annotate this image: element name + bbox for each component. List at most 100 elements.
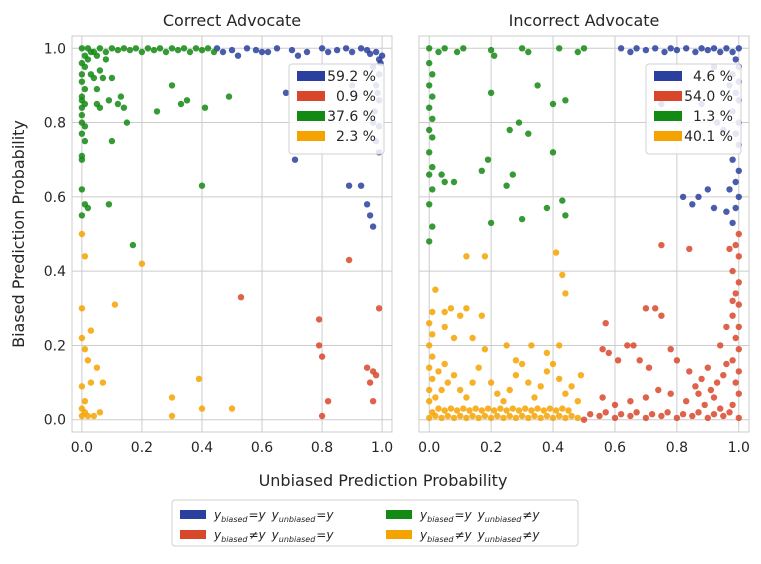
data-point-green — [78, 186, 86, 193]
data-point-green — [96, 104, 104, 111]
data-point-orange — [450, 334, 458, 342]
data-point-green — [515, 119, 523, 126]
figure-legend-swatch-orange — [386, 530, 412, 539]
data-point-orange — [494, 390, 501, 397]
figure-legend-label: ybiased=y yunbiased=y — [213, 508, 334, 524]
data-point-orange — [460, 405, 467, 412]
data-point-orange — [81, 253, 89, 260]
data-point-red — [686, 245, 693, 253]
data-point-green — [153, 108, 161, 115]
data-point-green — [562, 212, 569, 219]
x-tick-label: 0.4 — [191, 440, 213, 456]
data-point-green — [543, 204, 551, 212]
panel-title: Correct Advocate — [163, 11, 301, 30]
x-tick-label: 0.4 — [542, 440, 564, 456]
data-point-blue — [704, 46, 711, 54]
data-point-orange — [93, 364, 101, 371]
data-point-red — [580, 416, 588, 423]
data-point-green — [204, 45, 212, 52]
x-tick-label: 0.2 — [131, 440, 153, 456]
data-point-red — [729, 297, 736, 305]
data-point-orange — [518, 360, 526, 368]
data-point-orange — [78, 305, 86, 312]
data-point-red — [648, 411, 656, 418]
data-point-blue — [695, 193, 702, 201]
data-point-red — [732, 379, 739, 386]
data-point-blue — [228, 46, 236, 54]
data-point-orange — [546, 405, 554, 412]
data-point-green — [426, 149, 433, 156]
data-point-green — [108, 45, 116, 52]
y-tick-label: 1.0 — [44, 41, 66, 57]
legend-term: y — [271, 508, 280, 522]
data-point-green — [78, 104, 86, 111]
data-point-orange — [487, 414, 495, 422]
data-point-orange — [512, 357, 520, 364]
data-point-green — [78, 156, 86, 163]
data-point-red — [667, 390, 674, 397]
data-point-red — [701, 401, 708, 409]
data-point-orange — [426, 398, 433, 405]
data-point-red — [723, 360, 730, 368]
data-point-orange — [500, 398, 507, 405]
data-point-red — [707, 386, 715, 394]
data-point-blue — [258, 48, 266, 56]
data-point-orange — [478, 407, 485, 414]
data-point-green — [503, 182, 510, 189]
y-tick-label: 0.0 — [44, 413, 66, 429]
data-point-green — [96, 67, 104, 74]
data-point-green — [84, 56, 92, 63]
data-point-blue — [318, 45, 326, 52]
data-point-green — [78, 212, 86, 219]
data-point-orange — [441, 407, 448, 414]
data-point-orange — [198, 405, 206, 412]
data-point-red — [611, 401, 619, 409]
data-point-green — [429, 223, 436, 230]
data-point-red — [652, 305, 659, 312]
data-point-green — [210, 48, 218, 56]
data-point-red — [710, 411, 718, 418]
data-point-blue — [729, 48, 736, 56]
data-point-red — [735, 279, 742, 286]
series-orange — [78, 230, 236, 420]
data-point-green — [198, 182, 206, 189]
data-point-green — [84, 204, 92, 212]
data-point-orange — [556, 342, 563, 349]
data-point-red — [692, 383, 699, 390]
data-point-red — [732, 241, 739, 249]
data-point-green — [90, 74, 98, 82]
data-point-orange — [543, 368, 551, 375]
data-point-orange — [559, 405, 566, 412]
legend-swatch-green — [297, 111, 325, 121]
data-point-green — [487, 89, 495, 97]
y-tick-label: 0.6 — [44, 190, 66, 206]
data-point-orange — [435, 405, 442, 412]
data-point-red — [658, 312, 665, 319]
data-point-orange — [552, 249, 560, 256]
data-point-blue — [679, 193, 687, 201]
legend-term: y — [531, 508, 540, 522]
data-point-green — [534, 82, 541, 89]
data-point-green — [426, 201, 433, 208]
panel-2: 0.0 0.2 0.4 0.6 0.8 1.0 Incorrect Advocate 4.6 … — [418, 11, 750, 456]
data-point-green — [129, 241, 137, 249]
legend-term: y — [464, 508, 473, 522]
data-point-orange — [528, 342, 535, 349]
data-point-green — [186, 48, 194, 56]
data-point-red — [318, 412, 326, 420]
data-point-orange — [463, 414, 470, 422]
data-point-green — [156, 45, 164, 52]
data-point-green — [93, 52, 101, 59]
data-point-green — [162, 48, 170, 56]
legend-swatch-orange — [297, 131, 325, 141]
data-point-orange — [503, 342, 510, 349]
data-point-red — [698, 375, 705, 383]
data-point-orange — [506, 412, 513, 420]
data-point-orange — [168, 412, 176, 420]
data-point-green — [435, 48, 442, 56]
data-point-orange — [540, 407, 547, 414]
data-point-orange — [78, 383, 86, 390]
legend-label: 0.9 % — [336, 89, 376, 105]
data-point-green — [580, 45, 588, 52]
data-point-red — [658, 412, 665, 420]
